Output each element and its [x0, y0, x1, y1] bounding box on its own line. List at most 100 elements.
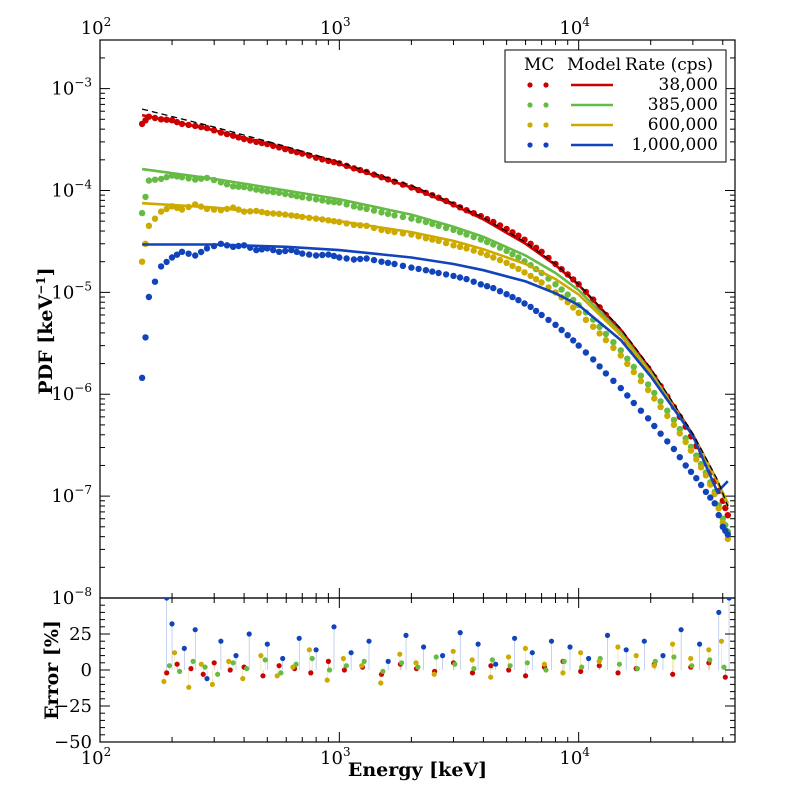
- series-3-point: [624, 360, 631, 367]
- series-2-point: [552, 281, 559, 288]
- series-4-residual-point: [511, 635, 518, 641]
- series-4-point: [676, 454, 683, 461]
- series-1-residual-point: [506, 667, 512, 673]
- series-1-residual-point: [325, 658, 331, 665]
- main-xtick-label-exp: 2: [104, 15, 112, 29]
- legend-marker: [527, 142, 533, 148]
- series-4-point: [651, 422, 658, 430]
- series-4-residual-point: [678, 627, 684, 633]
- series-3-residual-point: [258, 653, 264, 659]
- series-3-point: [442, 239, 450, 247]
- series-3-point: [532, 276, 540, 283]
- series-4-residual-point: [586, 655, 592, 662]
- series-2-point: [293, 193, 300, 200]
- main-ylabel-end: ]: [35, 267, 57, 276]
- series-4-residual-point: [218, 638, 224, 644]
- series-3-point: [521, 269, 528, 276]
- series-2-point: [370, 207, 378, 214]
- series-3-point: [151, 215, 159, 222]
- series-4-point: [343, 255, 350, 262]
- series-2-point: [142, 193, 149, 201]
- series-1-residual-point: [276, 663, 282, 669]
- series-4-residual-point: [331, 624, 337, 630]
- series-2-point: [670, 416, 678, 424]
- series-4-point: [391, 260, 398, 268]
- series-3-point: [483, 251, 491, 259]
- series-3-residuals: [161, 638, 725, 690]
- series-2-residual-point: [707, 657, 713, 663]
- series-2-residual-point: [579, 664, 585, 670]
- series-4-point: [299, 250, 306, 257]
- legend-header-model: Model: [567, 55, 621, 75]
- main-xtick-label: 102: [81, 15, 112, 39]
- series-2-residual-point: [561, 658, 567, 665]
- series-4-residual-point: [385, 658, 391, 665]
- series-2-point: [357, 204, 364, 211]
- series-2-point: [312, 196, 320, 203]
- series-1-residual-point: [469, 670, 476, 676]
- residual-xtick-label: 103: [320, 745, 351, 769]
- series-3-point: [664, 412, 671, 420]
- residual-ytick-label: −25: [54, 696, 92, 717]
- series-3-residual-point: [397, 651, 403, 657]
- series-3-residual-point: [450, 648, 456, 654]
- series-4-point: [293, 248, 300, 256]
- series-1-residual-point: [578, 668, 584, 675]
- series-4-residual-point: [641, 638, 647, 644]
- series-4-residual-point: [567, 644, 573, 650]
- series-3-residual-point: [324, 677, 330, 683]
- main-ytick-label-base: 10: [51, 486, 74, 507]
- series-4-point: [138, 374, 146, 381]
- series-3-residual-point: [378, 680, 384, 686]
- legend-marker: [543, 122, 549, 128]
- series-1-residual-point: [211, 660, 217, 666]
- series-2-residual-point: [671, 654, 677, 660]
- series-4-residual-point: [246, 631, 252, 637]
- series-3-point: [527, 272, 534, 280]
- legend-box: [504, 49, 727, 163]
- residual-xtick-label-base: 10: [320, 748, 343, 769]
- series-3-point: [496, 256, 504, 264]
- series-3-residual-point: [209, 681, 215, 688]
- series-2-markers: [138, 172, 731, 535]
- series-3-point: [157, 208, 165, 215]
- series-4-point: [644, 415, 652, 422]
- series-3-residual-point: [306, 647, 312, 653]
- series-2-residual-point: [380, 668, 386, 675]
- series-2-residual-point: [262, 657, 268, 663]
- legend-header-rate: Rate (cps): [625, 55, 713, 75]
- series-1-residual-point: [615, 670, 621, 676]
- series-3-point: [682, 438, 689, 446]
- series-2-point: [515, 254, 522, 261]
- series-4-point: [319, 251, 326, 259]
- series-4-point: [173, 251, 181, 258]
- series-3-point: [503, 259, 510, 266]
- series-4-point: [282, 247, 289, 255]
- series-2-point: [657, 398, 664, 405]
- series-3-residual-point: [413, 660, 419, 666]
- series-4-point: [509, 293, 516, 301]
- series-2-point: [509, 251, 516, 258]
- series-3-point: [715, 505, 722, 512]
- series-3-residual-point: [161, 678, 167, 685]
- series-3-point: [707, 481, 714, 488]
- series-2-point: [343, 201, 350, 208]
- series-2-residual-point: [361, 658, 367, 665]
- series-2-point: [138, 209, 146, 217]
- series-3-point: [515, 265, 522, 273]
- series-2-residual-point: [433, 654, 439, 660]
- series-4-point: [185, 250, 192, 257]
- series-3-residual-point: [226, 658, 232, 665]
- series-3-residual-point: [541, 661, 548, 667]
- series-2-residual-point: [652, 658, 658, 665]
- main-ytick-label-exp: −5: [74, 279, 92, 293]
- residual-xtick-label-base: 10: [81, 748, 104, 769]
- series-4-point: [197, 248, 205, 256]
- series-1-residual-point: [596, 663, 602, 669]
- series-4-point: [715, 511, 722, 519]
- series-4-point: [378, 258, 385, 265]
- series-3-point: [570, 304, 577, 311]
- series-4-residual-point: [457, 630, 463, 636]
- series-2-residual-point: [489, 657, 495, 663]
